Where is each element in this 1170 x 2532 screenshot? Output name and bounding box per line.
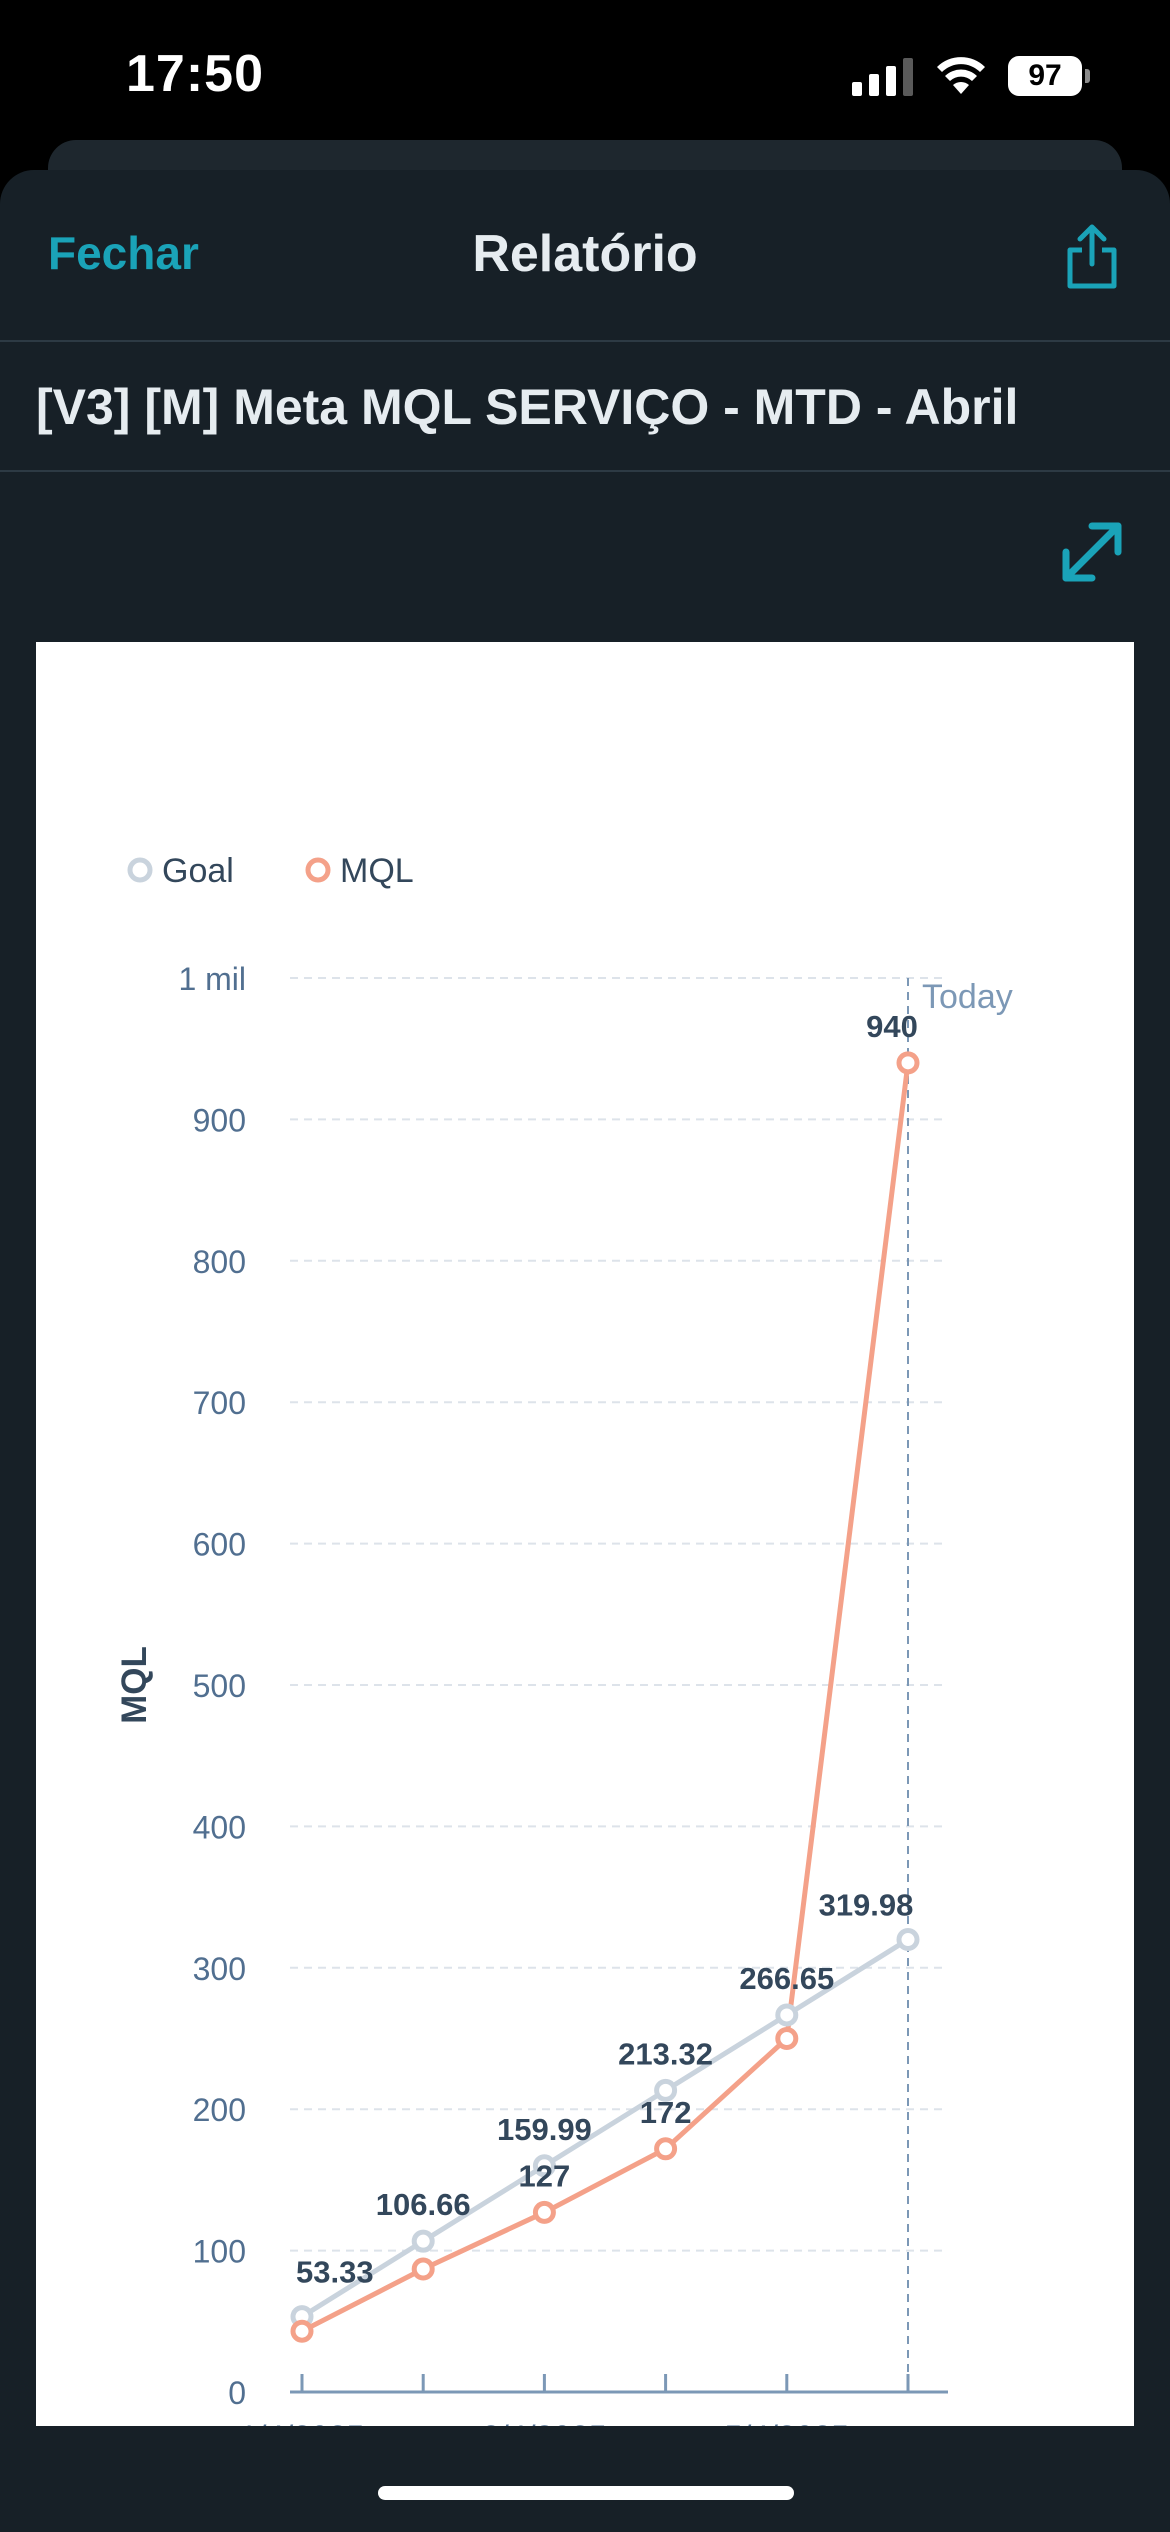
- data-label-mql-2: 127: [519, 2158, 571, 2193]
- line-chart: Goal MQL 0 100 200 300 400 500 600 700 800 900 1 mil…: [115, 852, 1013, 2426]
- report-title: [V3] [M] Meta MQL SERVIÇO - MTD - Abril: [36, 379, 1019, 435]
- share-icon[interactable]: [1062, 222, 1122, 292]
- home-indicator: [378, 2486, 794, 2500]
- battery-icon: 97: [1008, 56, 1090, 96]
- page-title: Relatório: [472, 225, 698, 283]
- data-point-mql-3: [654, 2137, 678, 2161]
- report-sheet: Fechar Relatório [V3] [M] Meta MQL SERVI…: [0, 170, 1170, 2532]
- report-title-row: [V3] [M] Meta MQL SERVIÇO - MTD - Abril: [0, 342, 1170, 472]
- chart-card: Goal MQL 0 100 200 300 400 500 600 700 800 900 1 mil…: [36, 642, 1134, 2426]
- legend-marker-1: [305, 857, 331, 883]
- close-button[interactable]: Fechar: [48, 227, 199, 279]
- data-point-mql-1: [411, 2257, 435, 2281]
- today-label: Today: [922, 978, 1013, 1016]
- y-axis-title: MQL: [115, 1646, 154, 1724]
- series-line-mql: [300, 1062, 911, 2334]
- y-tick-label-1: 100: [193, 2234, 246, 2270]
- data-point-mql-5: [896, 1051, 920, 1075]
- legend-marker-0: [127, 857, 153, 883]
- y-tick-label-2: 200: [193, 2092, 246, 2128]
- x-tick-label-0: 1/4/2025: [240, 2419, 365, 2426]
- data-label-goal-3: 213.32: [618, 2036, 713, 2071]
- data-point-mql-4: [775, 2027, 799, 2050]
- expand-icon[interactable]: [1058, 518, 1126, 586]
- y-tick-label-4: 400: [193, 1809, 246, 1845]
- data-point-goal-2: [532, 2154, 556, 2178]
- data-label-goal-2: 159.99: [497, 2112, 592, 2147]
- y-tick-label-10: 1 mil: [178, 961, 246, 997]
- x-tick-label-4: 5/4/2025: [725, 2419, 850, 2426]
- data-point-goal-1: [411, 2229, 435, 2253]
- signal-icon: [852, 58, 913, 96]
- data-label-mql-5: 940: [866, 1009, 918, 1044]
- legend-label-0: Goal: [162, 852, 234, 890]
- battery-level: 97: [1008, 56, 1082, 96]
- y-tick-label-0: 0: [228, 2375, 246, 2411]
- data-point-mql-2: [532, 2200, 556, 2224]
- x-tick-label-2: 3/4/2025: [482, 2419, 607, 2426]
- y-tick-label-9: 900: [193, 1102, 246, 1138]
- data-label-goal-5: 319.98: [819, 1888, 914, 1923]
- series-line-goal: [300, 1937, 910, 2319]
- legend-label-1: MQL: [340, 852, 414, 890]
- status-time: 17:50: [126, 45, 264, 103]
- data-point-goal-4: [775, 2003, 799, 2027]
- y-tick-label-7: 700: [193, 1385, 246, 1421]
- y-tick-label-6: 600: [193, 1527, 246, 1563]
- y-tick-label-3: 300: [193, 1951, 246, 1987]
- data-point-goal-3: [654, 2078, 678, 2102]
- data-point-mql-0: [290, 2319, 314, 2343]
- nav-bar: Fechar Relatório: [0, 170, 1170, 342]
- data-point-goal-5: [896, 1928, 920, 1952]
- data-label-goal-0: 53.33: [296, 2255, 374, 2290]
- data-label-goal-4: 266.65: [739, 1961, 834, 1996]
- y-tick-label-8: 800: [193, 1244, 246, 1280]
- y-tick-label-5: 500: [193, 1668, 246, 1704]
- wifi-icon: [937, 57, 985, 94]
- data-label-goal-1: 106.66: [376, 2187, 471, 2222]
- data-label-mql-3: 172: [640, 2095, 692, 2130]
- status-bar: 17:50 97: [0, 0, 1170, 150]
